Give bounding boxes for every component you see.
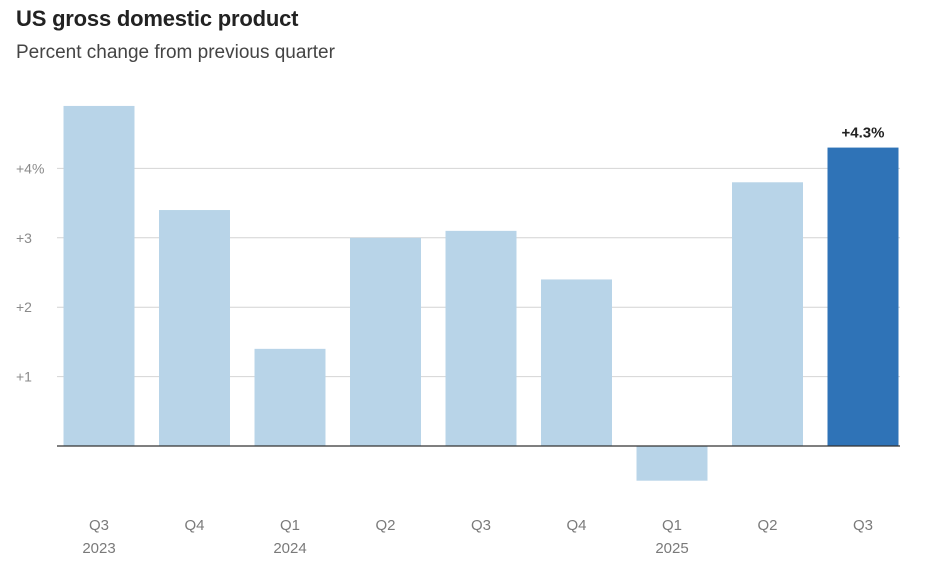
x-tick-year-label: 2023: [82, 540, 115, 557]
chart-subtitle: Percent change from previous quarter: [16, 42, 335, 63]
x-tick-label: Q4: [566, 517, 586, 534]
x-tick-label: Q3: [89, 517, 109, 534]
bar: [541, 279, 612, 446]
x-tick-label: Q1: [662, 517, 682, 534]
bar: [63, 105, 135, 446]
y-tick-label: +1: [16, 369, 32, 385]
bar: [636, 446, 708, 481]
chart-title: US gross domestic product: [16, 6, 299, 31]
y-tick-label: +3: [16, 230, 32, 246]
x-tick-label: Q1: [280, 517, 300, 534]
bar: [827, 147, 899, 446]
bar: [445, 230, 517, 446]
bar: [350, 237, 421, 446]
x-tick-label: Q4: [184, 517, 204, 534]
x-tick-label: Q3: [853, 517, 873, 534]
bar: [732, 182, 803, 446]
x-tick-label: Q2: [375, 517, 395, 534]
data-label: +4.3%: [842, 125, 885, 142]
x-tick-label: Q2: [757, 517, 777, 534]
bar: [159, 210, 230, 446]
bar: [254, 348, 326, 446]
y-tick-label: +2: [16, 299, 32, 315]
x-tick-year-label: 2025: [655, 540, 688, 557]
x-tick-year-label: 2024: [273, 540, 306, 557]
y-tick-label: +4%: [16, 160, 44, 176]
x-tick-label: Q3: [471, 517, 491, 534]
